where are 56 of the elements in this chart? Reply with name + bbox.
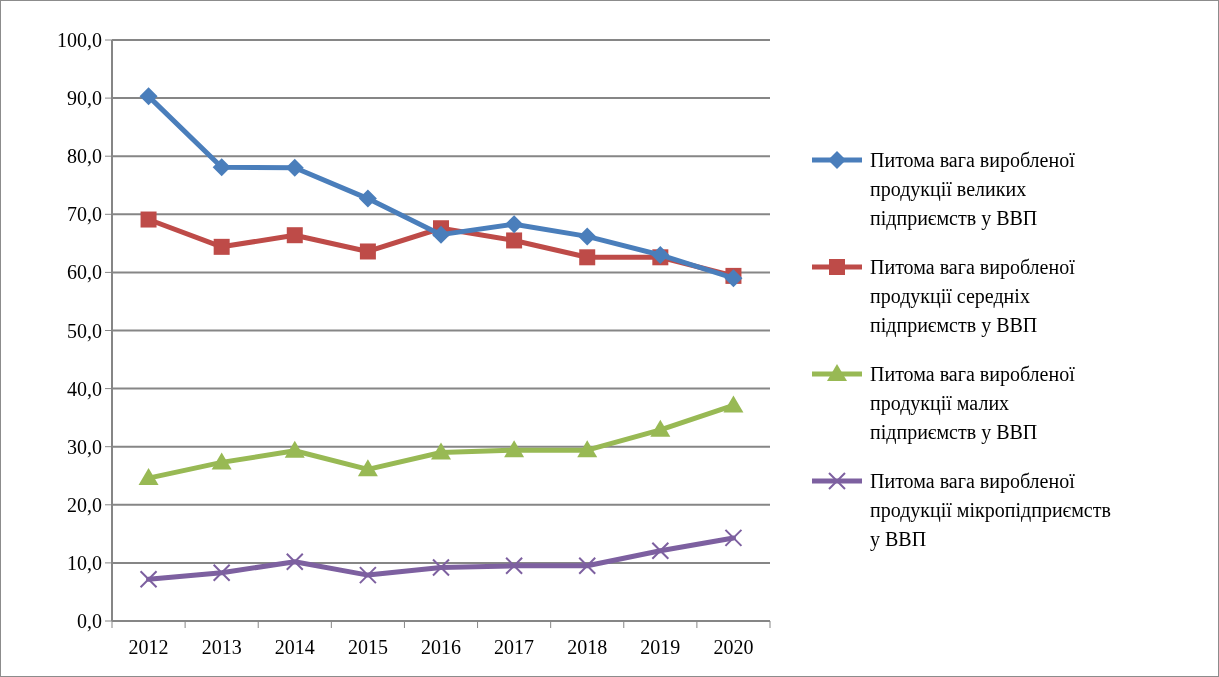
y-tick-label: 70,0 bbox=[67, 203, 102, 226]
point bbox=[284, 440, 305, 458]
point bbox=[139, 87, 158, 106]
point bbox=[432, 558, 450, 577]
point bbox=[650, 419, 671, 437]
point bbox=[213, 238, 230, 255]
y-tick-label: 50,0 bbox=[67, 319, 102, 342]
legend-label: Питома вага виробленої продукції мікропідприємств у ВВП bbox=[870, 470, 1111, 551]
point bbox=[505, 556, 524, 575]
legend-label: Питома вага виробленої продукції малих підприємств у ВВП bbox=[870, 363, 1076, 444]
point bbox=[212, 563, 231, 582]
point bbox=[724, 269, 743, 288]
y-tick-label: 40,0 bbox=[67, 377, 102, 400]
point bbox=[578, 556, 597, 575]
point bbox=[358, 566, 377, 585]
x-tick-label: 2017 bbox=[494, 636, 535, 658]
y-tick-label: 80,0 bbox=[67, 145, 102, 168]
x-tick-label: 2020 bbox=[713, 636, 754, 658]
point bbox=[140, 211, 157, 228]
point bbox=[579, 249, 596, 266]
point bbox=[504, 440, 525, 458]
x-tick-label: 2018 bbox=[567, 636, 608, 658]
point bbox=[578, 227, 597, 246]
point bbox=[212, 158, 231, 177]
point bbox=[285, 552, 304, 571]
y-tick-label: 100,0 bbox=[57, 29, 102, 51]
x-tick-label: 2013 bbox=[201, 636, 242, 658]
point bbox=[286, 227, 303, 244]
y-tick-label: 0,0 bbox=[77, 610, 102, 632]
point bbox=[577, 440, 598, 458]
x-tick-label: 2019 bbox=[640, 636, 681, 658]
point bbox=[358, 189, 377, 208]
point bbox=[723, 395, 744, 413]
point bbox=[506, 232, 523, 249]
point bbox=[431, 442, 451, 460]
y-tick-label: 20,0 bbox=[67, 493, 102, 516]
y-tick-label: 90,0 bbox=[67, 87, 102, 110]
legend-label: Питома вага виробленої продукції середніх підприємств у ВВП bbox=[870, 256, 1076, 337]
point bbox=[432, 225, 450, 244]
point bbox=[138, 468, 159, 486]
y-tick-label: 30,0 bbox=[67, 435, 102, 458]
y-tick-label: 10,0 bbox=[67, 551, 102, 574]
point bbox=[651, 541, 670, 560]
point bbox=[359, 243, 376, 260]
point bbox=[211, 452, 232, 470]
point bbox=[724, 528, 743, 547]
legend-label: Питома вага виробленої продукції великих підприємств у ВВП bbox=[870, 149, 1076, 230]
x-tick-label: 2014 bbox=[274, 636, 315, 658]
x-tick-label: 2015 bbox=[347, 636, 388, 658]
x-tick-label: 2016 bbox=[421, 636, 461, 658]
y-tick-label: 60,0 bbox=[67, 261, 102, 284]
point bbox=[651, 245, 670, 264]
point bbox=[357, 459, 378, 477]
point bbox=[139, 570, 158, 589]
x-tick-label: 2012 bbox=[128, 636, 169, 658]
point bbox=[505, 215, 524, 234]
